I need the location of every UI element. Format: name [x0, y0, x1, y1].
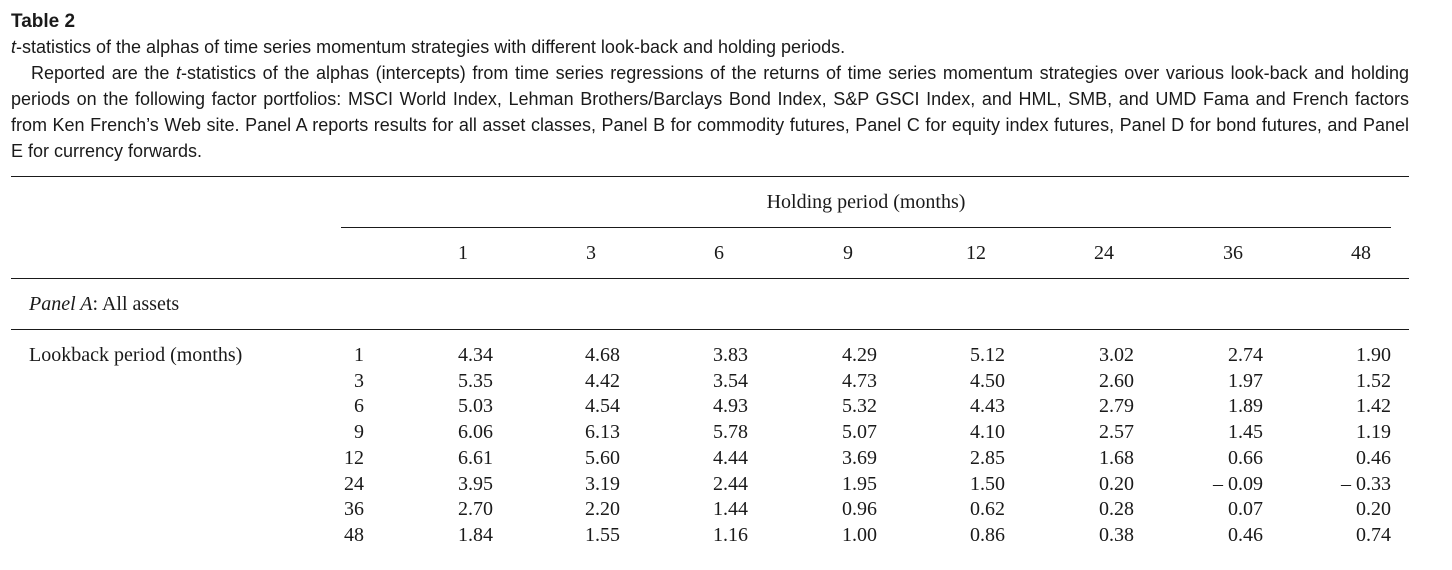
table-cell: 2.74: [1228, 344, 1263, 366]
table-cell: 0.74: [1356, 524, 1391, 546]
table-caption: Table 2 t-statistics of the alphas of ti…: [11, 10, 1409, 164]
holding-period-col-48: 48: [1351, 242, 1371, 264]
table-description: Reported are the t-statistics of the alp…: [11, 60, 1409, 164]
table-cell: 4.44: [713, 447, 748, 469]
holding-period-col-24: 24: [1094, 242, 1114, 264]
table-cell: 5.03: [458, 395, 493, 417]
table-cell: 1.52: [1356, 370, 1391, 392]
table-cell: 6.61: [458, 447, 493, 469]
table-cell: 1.55: [585, 524, 620, 546]
table-cell: 2.70: [458, 498, 493, 520]
table-cell: 5.32: [842, 395, 877, 417]
panel-a-italic: Panel A: [29, 293, 93, 315]
table-cell: 0.62: [970, 498, 1005, 520]
description-part-2: -statistics of the alphas (intercepts) f…: [11, 63, 1409, 161]
table-cell: 0.20: [1099, 473, 1134, 495]
table-cell: 1.90: [1356, 344, 1391, 366]
table-cell: 6.13: [585, 421, 620, 443]
holding-period-col-6: 6: [714, 242, 724, 264]
table-cell: 3.95: [458, 473, 493, 495]
lookback-period-6: 6: [354, 395, 364, 417]
table-cell: 2.85: [970, 447, 1005, 469]
holding-period-rule: [341, 227, 1391, 228]
holding-period-col-3: 3: [586, 242, 596, 264]
table-cell: 1.68: [1099, 447, 1134, 469]
table-cell: 5.78: [713, 421, 748, 443]
table-cell: 1.95: [842, 473, 877, 495]
table-cell: 3.02: [1099, 344, 1134, 366]
table-cell: 4.50: [970, 370, 1005, 392]
table-cell: 4.68: [585, 344, 620, 366]
table-cell: – 0.09: [1213, 473, 1263, 495]
table-cell: 4.43: [970, 395, 1005, 417]
lookback-period-12: 12: [344, 447, 364, 469]
description-part-1: Reported are the: [31, 63, 177, 83]
table-cell: 2.79: [1099, 395, 1134, 417]
table-cell: 1.89: [1228, 395, 1263, 417]
title-italic-t: t: [11, 37, 17, 57]
table-cell: 1.84: [458, 524, 493, 546]
panel-rule: [11, 329, 1409, 330]
table-cell: 3.54: [713, 370, 748, 392]
table-cell: 0.46: [1356, 447, 1391, 469]
table-cell: 0.46: [1228, 524, 1263, 546]
table-cell: 1.50: [970, 473, 1005, 495]
table-cell: 4.93: [713, 395, 748, 417]
table-cell: 1.19: [1356, 421, 1391, 443]
table-cell: 1.97: [1228, 370, 1263, 392]
table-cell: 1.00: [842, 524, 877, 546]
table-cell: 3.69: [842, 447, 877, 469]
table-cell: 4.29: [842, 344, 877, 366]
table-cell: 2.20: [585, 498, 620, 520]
holding-period-col-12: 12: [966, 242, 986, 264]
table-cell: 6.06: [458, 421, 493, 443]
lookback-period-48: 48: [344, 524, 364, 546]
table-label: Table 2: [11, 11, 76, 32]
table-cell: 2.44: [713, 473, 748, 495]
table-cell: 1.45: [1228, 421, 1263, 443]
table-cell: 0.38: [1099, 524, 1134, 546]
table-cell: 4.42: [585, 370, 620, 392]
holding-period-col-1: 1: [458, 242, 468, 264]
table-cell: 3.83: [713, 344, 748, 366]
table-cell: 0.07: [1228, 498, 1263, 520]
table-cell: 4.10: [970, 421, 1005, 443]
panel-a-rest: : All assets: [92, 293, 180, 315]
table-cell: 0.66: [1228, 447, 1263, 469]
lookback-period-1: 1: [354, 344, 364, 366]
header-bottom-rule: [11, 278, 1409, 279]
table-cell: 4.73: [842, 370, 877, 392]
table-cell: 5.07: [842, 421, 877, 443]
table-cell: 4.34: [458, 344, 493, 366]
lookback-period-9: 9: [354, 421, 364, 443]
table-cell: 3.19: [585, 473, 620, 495]
table-cell: 0.20: [1356, 498, 1391, 520]
table-cell: 2.60: [1099, 370, 1134, 392]
holding-period-header: Holding period (months): [766, 191, 966, 213]
table-cell: 0.96: [842, 498, 877, 520]
title-text: -statistics of the alphas of time series…: [16, 37, 846, 57]
table-cell: 0.86: [970, 524, 1005, 546]
table-cell: 5.35: [458, 370, 493, 392]
table-cell: 5.60: [585, 447, 620, 469]
lookback-period-36: 36: [344, 498, 364, 520]
table-cell: 1.16: [713, 524, 748, 546]
table-cell: 5.12: [970, 344, 1005, 366]
panel-a-title: Panel A: All assets: [29, 292, 179, 316]
table-cell: 1.42: [1356, 395, 1391, 417]
table-cell: – 0.33: [1341, 473, 1391, 495]
table-cell: 1.44: [713, 498, 748, 520]
lookback-period-24: 24: [344, 473, 364, 495]
table-cell: 4.54: [585, 395, 620, 417]
description-italic-t: t: [176, 63, 182, 83]
table-top-rule: [11, 176, 1409, 177]
table-cell: 2.57: [1099, 421, 1134, 443]
lookback-period-3: 3: [354, 370, 364, 392]
table-title: t-statistics of the alphas of time serie…: [11, 34, 1409, 60]
holding-period-col-9: 9: [843, 242, 853, 264]
table-cell: 0.28: [1099, 498, 1134, 520]
lookback-period-label: Lookback period (months): [29, 344, 243, 366]
holding-period-col-36: 36: [1223, 242, 1243, 264]
